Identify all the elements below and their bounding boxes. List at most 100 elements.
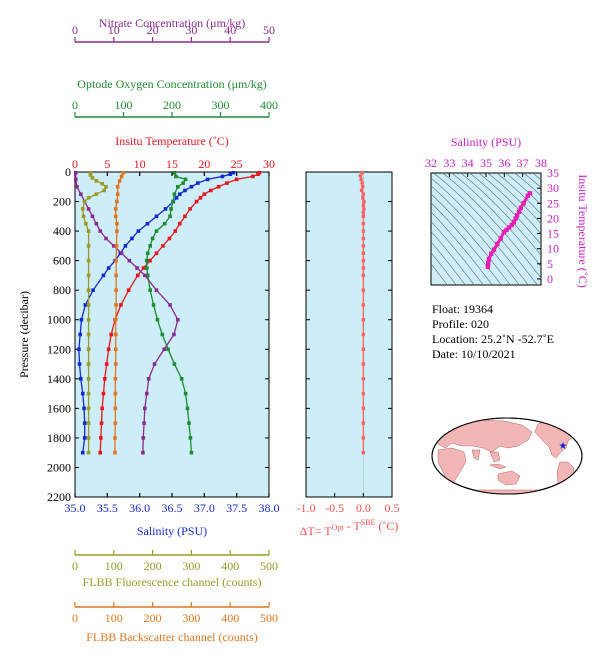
fluorescence-point — [90, 176, 95, 180]
nitrate-point — [143, 406, 147, 411]
oxygen-point — [185, 406, 190, 411]
backscatter-point — [113, 362, 118, 366]
fluorescence-tick-label: 400 — [221, 559, 239, 573]
fluorescence-series — [80, 170, 108, 455]
delta-t-point — [358, 173, 363, 178]
ts-isopycnal-line — [532, 173, 541, 181]
backscatter-point — [113, 347, 118, 352]
ts-point — [486, 257, 492, 262]
nitrate-tick-label: 50 — [263, 23, 275, 37]
ts-point — [509, 222, 514, 228]
temperature-point — [167, 236, 172, 241]
pressure-tick-label: 400 — [53, 224, 71, 238]
float-info-block: Float: 19364 Profile: 020 Location: 25.2… — [432, 302, 554, 362]
oxygen-point — [172, 362, 177, 366]
temperature-point — [161, 244, 165, 248]
nitrate-point — [73, 170, 78, 175]
pressure-tick-label: 2000 — [47, 460, 71, 474]
temperature-point — [225, 181, 229, 185]
world-map: ★ — [431, 417, 583, 495]
temperature-tick-label: 5 — [104, 157, 110, 171]
nitrate-point — [94, 221, 99, 226]
fluorescence-point — [86, 288, 91, 292]
ts-point — [513, 216, 518, 221]
map-land-antarctica — [439, 489, 581, 494]
pressure-tick-label: 1200 — [47, 342, 71, 356]
salinity-point — [106, 266, 111, 270]
salinity-point — [177, 192, 182, 196]
backscatter-point — [117, 179, 122, 183]
ts-salinity-tick-label: 38 — [535, 156, 547, 170]
nitrate-axis-label: Nitrate Concentration (μm/kg) — [99, 16, 245, 30]
pressure-tick-label: 600 — [53, 254, 71, 268]
delta-t-axis-label: ΔT= TOpt - TSBE (˚C) — [300, 518, 399, 538]
ts-point — [521, 201, 526, 206]
nitrate-point — [104, 236, 108, 241]
ts-temperature-tick-label: 25 — [547, 196, 559, 210]
delta-t-tick-label: -1.0 — [297, 501, 316, 515]
backscatter-tick-label: 200 — [144, 611, 162, 625]
nitrate-point — [73, 177, 78, 182]
backscatter-point — [113, 421, 118, 425]
temperature-point — [126, 288, 131, 292]
nitrate-point — [79, 192, 83, 196]
delta-t-tick-label: 0.5 — [385, 501, 400, 515]
nitrate-point — [127, 258, 132, 263]
temperature-point — [104, 362, 109, 366]
nitrate-tick-label: 0 — [72, 23, 78, 37]
main-profile-plot: 0200400600800100012001400160018002000220… — [17, 16, 280, 644]
fluorescence-point — [86, 377, 91, 381]
ts-isopycnal-line — [469, 173, 541, 245]
oxygen-point — [179, 377, 184, 381]
salinity-tick-label: 36.0 — [129, 501, 150, 515]
location: Location: 25.2˚N -52.7˚E — [432, 332, 554, 346]
oxygen-point — [162, 221, 167, 226]
ts-point — [498, 236, 503, 241]
salinity-tick-label: 35.5 — [97, 501, 118, 515]
salinity-point — [220, 174, 225, 179]
salinity-axis-label: Salinity (PSU) — [137, 524, 207, 538]
salinity-point — [189, 184, 194, 189]
delta-t-tick-label: -0.5 — [325, 501, 344, 515]
fluorescence-point — [80, 207, 85, 211]
backscatter-point — [113, 317, 118, 322]
nitrate-point — [141, 450, 145, 455]
map-land-indonesia — [489, 463, 507, 470]
oxygen-point — [171, 199, 175, 204]
temperature-axis: 0 5 10 15 20 25 30 Insitu Temperature (˚C) — [72, 134, 275, 176]
ts-temperature-axis-label: Insitu Temperature (˚C) — [576, 174, 590, 288]
temperature-axis-label: Insitu Temperature (˚C) — [115, 134, 229, 148]
salinity-point — [82, 406, 86, 411]
ts-isopycnal-line — [478, 173, 541, 235]
fluorescence-point — [86, 303, 91, 307]
ts-isopycnal-line — [431, 263, 448, 285]
salinity-point — [231, 170, 236, 175]
nitrate-point — [90, 214, 95, 219]
temperature-point — [102, 377, 107, 381]
delta-t-point — [360, 181, 364, 185]
fluorescence-point — [81, 214, 86, 219]
oxygen-point — [183, 177, 188, 182]
oxygen-point — [166, 347, 170, 352]
ts-salinity-tick-label: 35 — [480, 156, 492, 170]
delta-t-point — [362, 199, 366, 204]
pressure-tick-label: 1000 — [47, 313, 71, 327]
delta-t-point — [359, 188, 364, 193]
ts-isopycnal-line — [496, 173, 541, 215]
fluorescence-point — [86, 347, 91, 352]
nitrate-point — [141, 436, 146, 440]
fluorescence-point — [86, 332, 91, 337]
ts-point — [506, 225, 512, 230]
fluorescence-point — [86, 421, 91, 425]
delta-t-point — [361, 377, 366, 381]
temperature-point — [234, 177, 239, 182]
temperature-tick-label: 10 — [134, 157, 146, 171]
oxygen-point — [189, 450, 194, 455]
delta-t-point — [361, 210, 366, 215]
ts-temperature-tick-label: 0 — [547, 272, 553, 286]
backscatter-point — [114, 244, 119, 248]
oxygen-tick-label: 200 — [163, 98, 181, 112]
fluorescence-point — [86, 244, 91, 248]
map-land-greenland — [567, 418, 581, 428]
salinity-tick-label: 35.0 — [65, 501, 86, 515]
